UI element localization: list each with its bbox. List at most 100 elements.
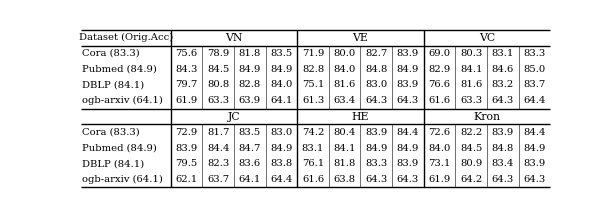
Text: 84.0: 84.0 [333,65,356,74]
Text: JC: JC [228,111,240,122]
Text: VN: VN [225,33,243,43]
Text: 84.7: 84.7 [239,144,261,153]
Text: 83.9: 83.9 [492,128,514,137]
Text: 75.6: 75.6 [176,49,198,58]
Text: 82.9: 82.9 [429,65,451,74]
Text: 84.4: 84.4 [207,144,230,153]
Text: VE: VE [352,33,368,43]
Text: 84.8: 84.8 [492,144,514,153]
Text: Cora (83.3): Cora (83.3) [82,49,140,58]
Text: 83.9: 83.9 [397,159,419,168]
Text: 63.4: 63.4 [333,96,356,105]
Text: 64.3: 64.3 [492,175,514,184]
Text: 84.6: 84.6 [492,65,514,74]
Text: 62.1: 62.1 [176,175,198,184]
Text: VC: VC [479,33,495,43]
Text: 82.7: 82.7 [365,49,387,58]
Text: ogb-arxiv (64.1): ogb-arxiv (64.1) [82,96,163,105]
Text: 64.3: 64.3 [365,96,387,105]
Text: 64.3: 64.3 [523,175,545,184]
Text: 76.1: 76.1 [302,159,324,168]
Text: 74.2: 74.2 [302,128,324,137]
Text: 83.1: 83.1 [492,49,514,58]
Text: 84.9: 84.9 [397,144,419,153]
Text: Cora (83.3): Cora (83.3) [82,128,140,137]
Text: 84.3: 84.3 [176,65,198,74]
Text: 78.9: 78.9 [207,49,229,58]
Text: 63.9: 63.9 [239,96,261,105]
Text: 69.0: 69.0 [429,49,451,58]
Text: 84.0: 84.0 [270,80,293,89]
Text: 64.4: 64.4 [523,96,546,105]
Text: 63.8: 63.8 [333,175,356,184]
Text: 83.2: 83.2 [492,80,514,89]
Text: DBLP (84.1): DBLP (84.1) [82,159,145,168]
Text: 84.9: 84.9 [239,65,261,74]
Text: 72.6: 72.6 [429,128,451,137]
Text: 84.5: 84.5 [207,65,230,74]
Text: 84.1: 84.1 [460,65,483,74]
Text: 76.6: 76.6 [429,80,451,89]
Text: 83.1: 83.1 [302,144,324,153]
Text: 64.4: 64.4 [270,175,293,184]
Text: Dataset (Orig.Acc): Dataset (Orig.Acc) [79,33,173,42]
Text: 84.0: 84.0 [429,144,451,153]
Text: 83.9: 83.9 [523,159,545,168]
Text: 80.3: 80.3 [460,49,482,58]
Text: 64.3: 64.3 [397,175,419,184]
Text: 64.3: 64.3 [365,175,387,184]
Text: 81.7: 81.7 [207,128,230,137]
Text: 84.9: 84.9 [270,144,293,153]
Text: 84.1: 84.1 [333,144,356,153]
Text: 64.3: 64.3 [492,96,514,105]
Text: 80.9: 80.9 [460,159,482,168]
Text: Pubmed (84.9): Pubmed (84.9) [82,144,157,153]
Text: 63.3: 63.3 [460,96,482,105]
Text: 80.4: 80.4 [333,128,356,137]
Text: 83.7: 83.7 [523,80,545,89]
Text: 83.4: 83.4 [492,159,514,168]
Text: 71.9: 71.9 [302,49,324,58]
Text: 73.1: 73.1 [429,159,451,168]
Text: 83.6: 83.6 [239,159,261,168]
Text: 82.8: 82.8 [302,65,324,74]
Text: 63.7: 63.7 [207,175,229,184]
Text: 84.4: 84.4 [397,128,419,137]
Text: Pubmed (84.9): Pubmed (84.9) [82,65,157,74]
Text: 79.7: 79.7 [176,80,198,89]
Text: 80.8: 80.8 [207,80,229,89]
Text: 81.8: 81.8 [239,49,261,58]
Text: 84.9: 84.9 [523,144,546,153]
Text: 61.6: 61.6 [302,175,324,184]
Text: 81.6: 81.6 [460,80,482,89]
Text: 81.8: 81.8 [333,159,356,168]
Text: Kron: Kron [473,111,500,122]
Text: 61.9: 61.9 [176,96,198,105]
Text: 61.9: 61.9 [429,175,451,184]
Text: 84.4: 84.4 [523,128,546,137]
Text: 61.6: 61.6 [429,96,451,105]
Text: 64.2: 64.2 [460,175,482,184]
Text: 83.0: 83.0 [270,128,292,137]
Text: DBLP (84.1): DBLP (84.1) [82,80,145,89]
Text: 81.6: 81.6 [333,80,356,89]
Text: 64.1: 64.1 [270,96,293,105]
Text: 64.1: 64.1 [239,175,261,184]
Text: 84.9: 84.9 [397,65,419,74]
Text: 83.5: 83.5 [239,128,261,137]
Text: 64.3: 64.3 [397,96,419,105]
Text: 84.8: 84.8 [365,65,387,74]
Text: 83.0: 83.0 [365,80,387,89]
Text: 84.9: 84.9 [365,144,387,153]
Text: 82.8: 82.8 [239,80,261,89]
Text: 79.5: 79.5 [176,159,198,168]
Text: HE: HE [352,111,369,122]
Text: 82.3: 82.3 [207,159,229,168]
Text: 83.9: 83.9 [397,49,419,58]
Text: ogb-arxiv (64.1): ogb-arxiv (64.1) [82,175,163,184]
Text: 72.9: 72.9 [176,128,198,137]
Text: 61.3: 61.3 [302,96,324,105]
Text: 63.3: 63.3 [207,96,229,105]
Text: 75.1: 75.1 [302,80,324,89]
Text: 83.9: 83.9 [397,80,419,89]
